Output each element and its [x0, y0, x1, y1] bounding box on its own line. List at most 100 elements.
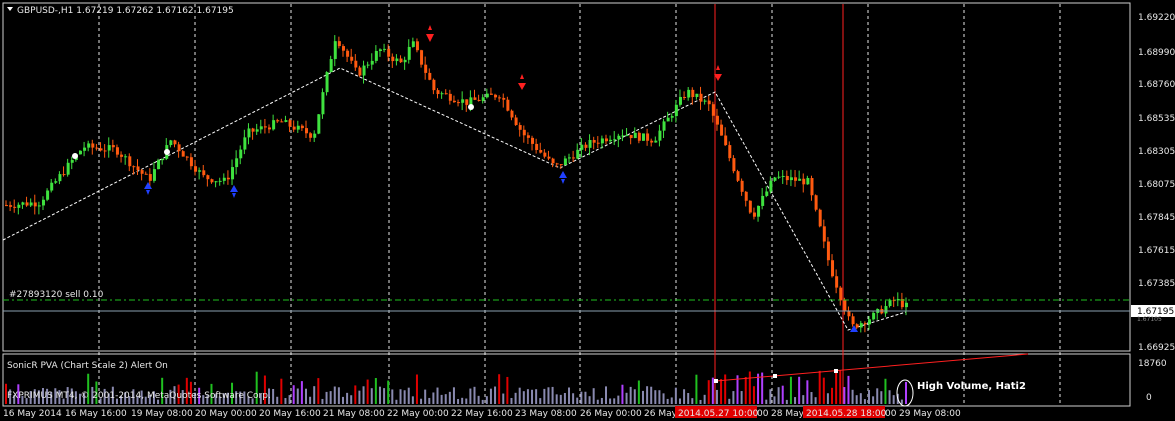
candle-body [494, 94, 498, 98]
volume-bar [481, 399, 484, 404]
time-tick: 22 May 16:00 [451, 409, 513, 419]
volume-bar [843, 387, 846, 404]
candle-body [37, 205, 41, 207]
candle-body [736, 171, 740, 181]
volume-bar [288, 395, 291, 404]
volume-bar [144, 396, 147, 404]
volume-bar [268, 388, 271, 404]
volume-bar [457, 399, 460, 404]
candle-body [136, 166, 140, 171]
volume-bars [5, 370, 907, 404]
current-price-label: 1.67195 [1137, 307, 1174, 317]
signal-dot-icon [164, 149, 170, 155]
candle-body [21, 202, 25, 205]
candle-body [276, 120, 280, 122]
candle-body [169, 140, 173, 146]
time-tick: 20 May 00:00 [195, 409, 257, 419]
volume-bar [387, 380, 390, 404]
volume-bar [666, 398, 669, 404]
candle-body [683, 96, 687, 98]
volume-bar [272, 388, 275, 404]
candle-body [83, 147, 87, 151]
volume-bar [757, 373, 760, 404]
chart-menu-triangle-icon[interactable] [7, 7, 13, 11]
candle-body [580, 144, 584, 150]
indicator-scale-max: 18760 [1138, 359, 1167, 369]
candle-body [798, 178, 802, 181]
volume-bar [358, 390, 361, 404]
candle-body [111, 145, 115, 148]
candle-body [272, 120, 276, 130]
candle-body [707, 100, 711, 105]
candle-body [744, 191, 748, 201]
candle-body [206, 175, 210, 180]
volume-bar [165, 397, 168, 404]
volume-bar [280, 378, 283, 404]
volume-bar [235, 391, 238, 404]
candle-body [752, 212, 756, 217]
candle-body [703, 100, 707, 102]
candle-body [600, 138, 604, 144]
sell-arrow-icon [426, 25, 434, 42]
volume-bar [259, 393, 262, 404]
volume-bar [247, 396, 250, 404]
candle-body [218, 180, 222, 182]
volume-bar [469, 388, 472, 404]
volume-bar [276, 396, 279, 404]
volume-bar [440, 394, 443, 404]
sell-arrow-icon [518, 74, 526, 90]
volume-bar [161, 377, 164, 404]
volume-bar [522, 391, 525, 404]
volume-bar [354, 385, 357, 404]
volume-bar [296, 388, 299, 404]
volume-bar [333, 386, 336, 404]
volume-marker-icon [773, 374, 777, 378]
candle-body [350, 56, 354, 61]
time-highlight-label: 2014.05.27 10:00 [678, 409, 759, 419]
volume-bar [576, 397, 579, 404]
candle-body [781, 175, 785, 177]
volume-bar [403, 390, 406, 404]
time-tick-suffix: 00 [885, 409, 897, 419]
candle-body [251, 128, 255, 132]
volume-bar [452, 387, 455, 404]
candle-body [288, 120, 292, 127]
candle-body [91, 143, 95, 148]
candle-body [531, 137, 535, 144]
candle-body [748, 200, 752, 213]
volume-bar [518, 387, 521, 404]
volume-bar [781, 385, 784, 404]
time-axis[interactable]: 16 May 2014 16 May 16:00 19 May 08:00 20… [3, 406, 961, 419]
volume-bar [510, 397, 513, 404]
candle-body [189, 157, 193, 167]
candle-body [633, 132, 637, 139]
candle-body [711, 104, 715, 116]
volume-bar [157, 399, 160, 404]
indicator-name: SonicR PVA (Chart Scale 2) Alert On [7, 361, 168, 371]
candle-body [87, 143, 91, 148]
price-axis[interactable]: 1.69220 1.68990 1.68760 1.68535 1.68305 … [1131, 13, 1175, 353]
candle-body [13, 206, 17, 208]
candle-body [691, 89, 695, 98]
main-price-panel[interactable] [2, 2, 1131, 352]
volume-bar [650, 386, 653, 404]
volume-bar [514, 392, 517, 404]
candle-body [728, 145, 732, 159]
volume-bar [674, 387, 677, 404]
signal-markers [72, 25, 858, 332]
volume-bar [152, 391, 155, 404]
volume-bar [189, 381, 192, 404]
volume-bar [646, 386, 649, 404]
volume-bar [605, 386, 607, 404]
candle-body [526, 135, 530, 138]
volume-bar [744, 376, 747, 404]
volume-bar [337, 387, 340, 404]
highlight-circle [896, 379, 914, 407]
volume-bar [29, 391, 32, 404]
candle-body [399, 58, 403, 63]
candle-body [124, 156, 128, 158]
candle-body [70, 159, 74, 163]
candle-body [284, 120, 288, 122]
